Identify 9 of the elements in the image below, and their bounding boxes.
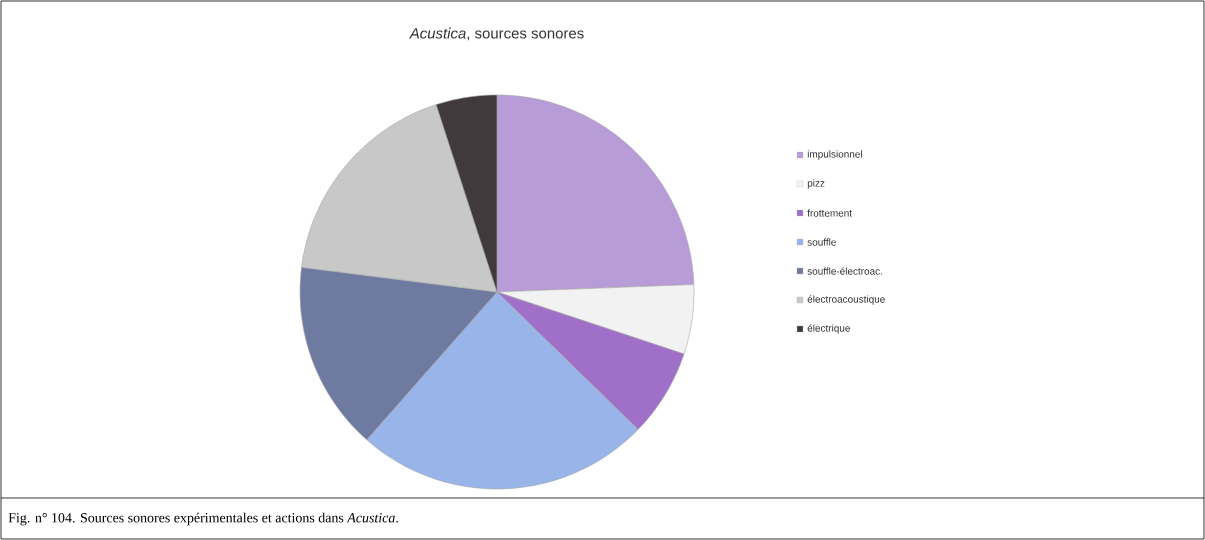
chart-title: Acustica, sources sonores <box>409 27 584 41</box>
legend-label: électrique <box>807 324 850 334</box>
legend-label: frottement <box>807 209 852 217</box>
legend-label: impulsionnel <box>807 150 862 160</box>
legend-label: souffle <box>807 238 836 246</box>
legend-label: souffle-électroac. <box>807 267 882 275</box>
legend-label: pizz <box>807 179 825 189</box>
legend-label: électroacoustique <box>807 295 885 305</box>
text: Fig. n° 104. Sources sonores expérimentales et actions dans Acustica. <box>8 512 398 526</box>
